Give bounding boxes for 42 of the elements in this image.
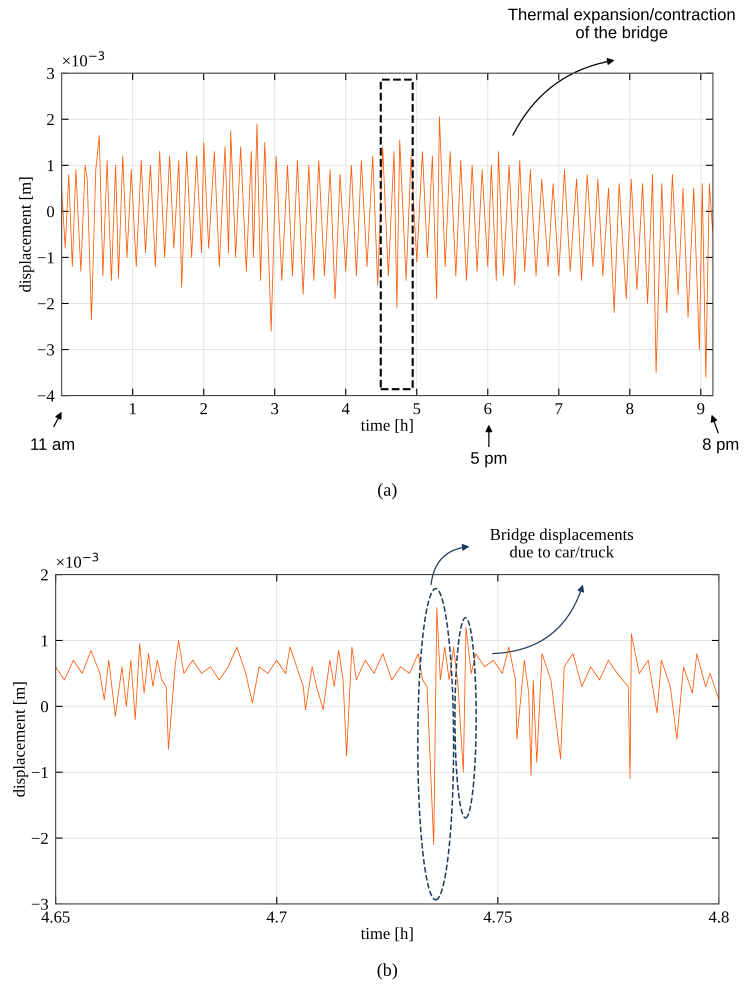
x-tick-label: 1	[130, 403, 136, 414]
y-tick-label: −1	[32, 766, 48, 778]
y-tick-label: 0	[41, 701, 48, 712]
y-tick-label: −2	[32, 832, 48, 844]
line-series	[56, 607, 719, 846]
line-series	[62, 116, 713, 378]
text: ×10$^{−3}$	[56, 552, 98, 568]
text: Bridge displacements due to car/truck	[490, 528, 634, 558]
y-tick-label: 3	[47, 68, 54, 80]
x-axis-title: time [h]	[360, 927, 413, 942]
text: 11 am	[31, 438, 74, 450]
text: Thermal expansion/contraction of the bridge	[508, 8, 735, 42]
y-tick-label: −1	[38, 252, 54, 264]
y-tick-label: 2	[41, 569, 48, 580]
text: (a)	[378, 483, 397, 500]
y-tick-label: −2	[38, 298, 54, 310]
x-tick-label: 2	[200, 403, 207, 414]
y-axis-title: displacement [m]	[19, 178, 34, 292]
x-tick-label: 7	[556, 403, 562, 414]
x-tick-label: 6	[484, 403, 492, 414]
x-tick-label: 9	[697, 403, 704, 414]
y-tick-label: −3	[38, 344, 54, 356]
x-tick-label: 4.75	[484, 911, 512, 923]
y-tick-label: 0	[47, 206, 54, 218]
y-tick-label: −4	[38, 390, 54, 402]
x-tick-label: 4.7	[266, 911, 287, 923]
x-tick-label: 4	[342, 403, 350, 414]
y-tick-label: 1	[42, 635, 48, 646]
y-tick-label: 2	[47, 114, 54, 126]
text: (b)	[378, 963, 398, 980]
x-tick-label: 3	[271, 403, 278, 414]
text: ×10$^{−3}$	[62, 51, 104, 66]
x-tick-label: 4.8	[708, 911, 729, 923]
x-tick-label: 8	[626, 403, 634, 414]
text: 5 pm	[471, 452, 506, 468]
x-tick-label: 5	[414, 403, 420, 414]
text: 8 pm	[702, 438, 738, 454]
x-axis-title: time [h]	[360, 419, 413, 433]
y-axis-title: displacement [m]	[13, 682, 28, 797]
y-tick-label: −3	[32, 898, 48, 910]
y-tick-label: 1	[48, 160, 54, 172]
x-tick-label: 4.65	[41, 911, 70, 923]
